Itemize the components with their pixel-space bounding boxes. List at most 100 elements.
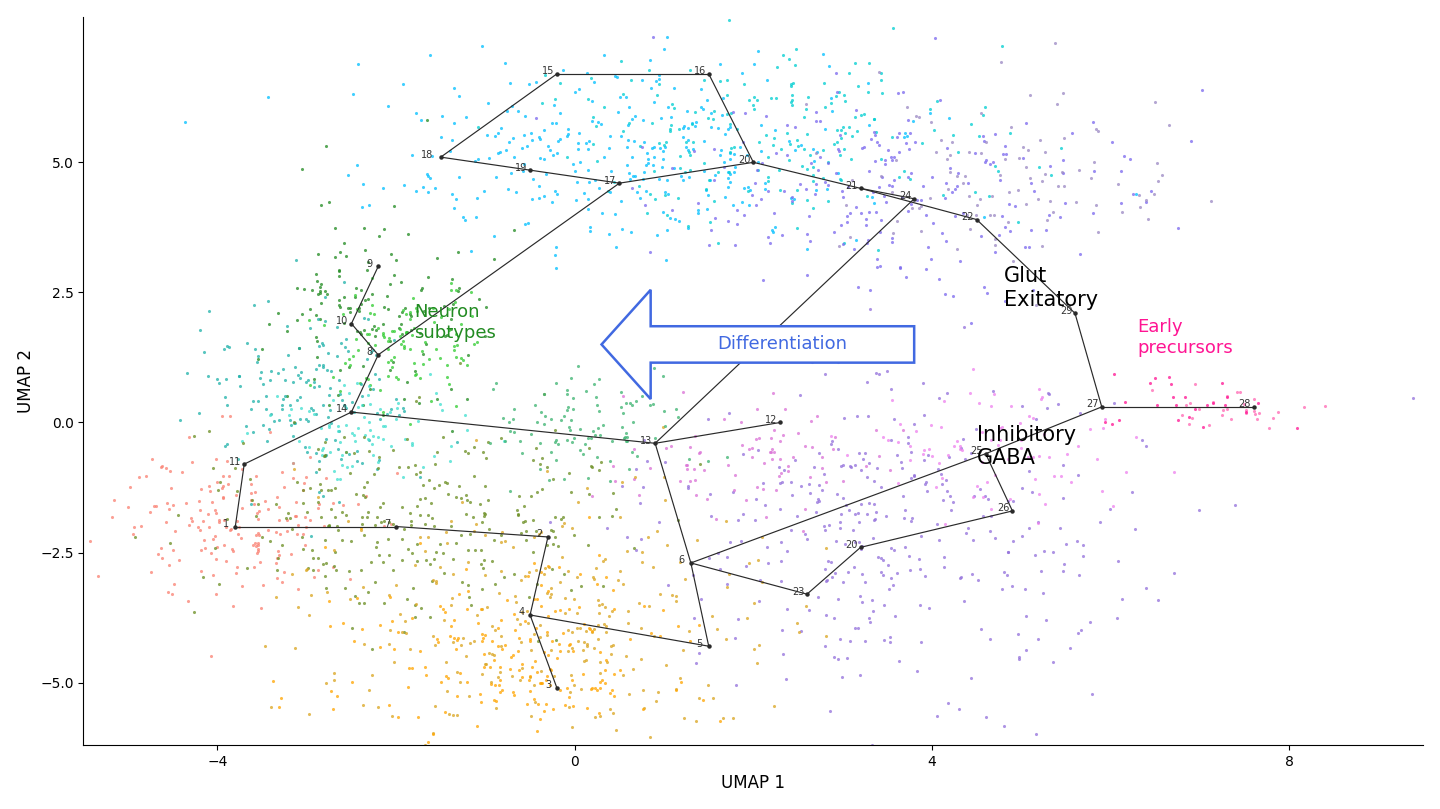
Point	[255, 434, 278, 447]
Point	[315, 364, 338, 377]
Point	[217, 469, 240, 482]
Point	[688, 446, 711, 459]
Point	[693, 464, 716, 477]
Point	[814, 101, 837, 114]
Point	[1107, 554, 1130, 567]
Point	[400, 661, 423, 674]
Point	[801, 441, 824, 454]
Point	[284, 510, 307, 523]
Point	[1181, 412, 1204, 425]
Point	[528, 630, 552, 643]
Point	[409, 284, 432, 297]
Point	[199, 547, 222, 560]
Point	[765, 91, 788, 104]
Point	[1092, 485, 1115, 498]
Point	[734, 107, 757, 120]
Text: 22: 22	[962, 212, 973, 222]
Point	[744, 432, 768, 445]
Point	[778, 53, 801, 66]
Point	[749, 119, 772, 132]
Point	[887, 654, 910, 667]
Point	[827, 443, 850, 455]
Point	[498, 485, 521, 498]
Point	[265, 563, 288, 576]
Point	[314, 285, 337, 298]
Point	[507, 507, 530, 520]
Point	[435, 371, 458, 383]
Point	[521, 514, 544, 527]
Point	[1200, 194, 1223, 207]
Point	[448, 357, 471, 370]
Point	[403, 356, 426, 369]
Point	[336, 250, 359, 263]
Point	[377, 588, 400, 601]
Point	[403, 611, 426, 624]
Point	[343, 429, 366, 442]
Point	[603, 475, 626, 488]
Point	[235, 426, 258, 439]
Point	[510, 447, 533, 460]
Point	[150, 459, 173, 472]
Point	[215, 555, 238, 568]
Point	[559, 424, 582, 437]
Point	[588, 706, 611, 719]
Point	[1313, 400, 1336, 413]
Point	[1037, 387, 1060, 400]
Point	[664, 683, 687, 696]
Point	[380, 360, 403, 373]
Point	[395, 308, 418, 321]
Point	[629, 621, 652, 634]
Point	[999, 121, 1022, 133]
Point	[719, 145, 742, 158]
Point	[527, 131, 550, 144]
Point	[200, 650, 223, 663]
Point	[324, 222, 347, 235]
Point	[465, 608, 488, 621]
Point	[340, 621, 363, 634]
Point	[1034, 613, 1057, 626]
Point	[937, 162, 960, 175]
Point	[910, 137, 933, 150]
Point	[582, 623, 605, 636]
Point	[536, 626, 559, 639]
Point	[433, 606, 456, 619]
Point	[940, 135, 963, 148]
Point	[598, 142, 621, 155]
Point	[894, 137, 917, 150]
Point	[372, 318, 395, 331]
Point	[683, 430, 706, 443]
Point	[586, 632, 609, 645]
Point	[308, 477, 331, 490]
Point	[439, 599, 462, 612]
Point	[691, 102, 714, 115]
Point	[912, 447, 935, 460]
Point	[445, 689, 468, 702]
Point	[888, 262, 912, 275]
Point	[913, 444, 936, 457]
Point	[533, 388, 556, 400]
Point	[490, 640, 513, 653]
Point	[500, 100, 523, 113]
Point	[698, 174, 721, 187]
Point	[1022, 283, 1045, 296]
Point	[422, 574, 445, 587]
Point	[806, 146, 829, 159]
Point	[613, 430, 636, 443]
Point	[917, 449, 940, 462]
Point	[413, 336, 436, 349]
Point	[307, 288, 330, 301]
Point	[168, 413, 192, 426]
Point	[312, 315, 336, 328]
Point	[638, 461, 661, 474]
Point	[672, 711, 696, 724]
Point	[687, 691, 710, 704]
Point	[369, 500, 392, 513]
Point	[789, 625, 812, 638]
Point	[576, 163, 599, 176]
Point	[828, 239, 851, 252]
Point	[972, 129, 995, 142]
Point	[831, 184, 854, 197]
Point	[344, 282, 367, 294]
Point	[868, 259, 891, 272]
Point	[642, 96, 665, 109]
